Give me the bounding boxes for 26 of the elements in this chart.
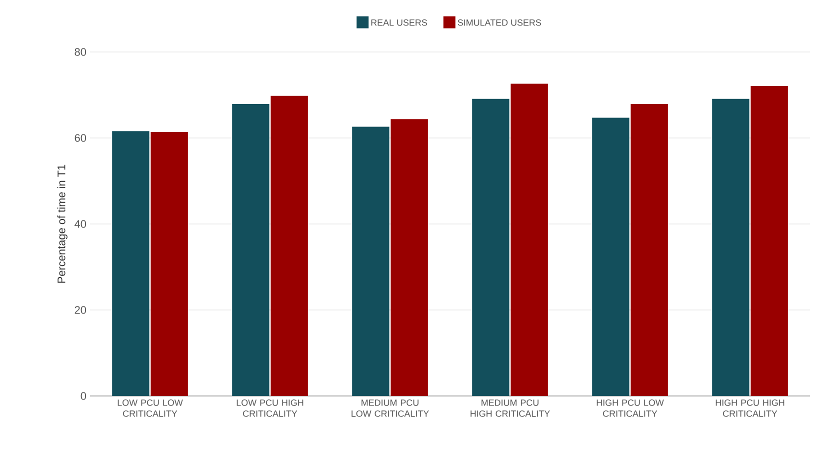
bar [750,86,788,396]
x-tick-label: MEDIUM PCU HIGH CRITICALITY [470,400,550,417]
x-tick-label: MEDIUM PCU LOW CRITICALITY [352,400,429,417]
x-tick-label: LOW PCU LOW CRITICALITY [118,400,183,417]
bar [630,104,668,396]
y-tick-label: 40 [74,220,86,228]
bar [712,98,750,396]
bar [510,84,548,396]
bar [112,131,150,396]
bar [390,119,428,396]
y-tick-label: 60 [74,134,86,142]
bar [472,98,510,396]
bar [352,126,390,396]
bar [150,132,188,396]
x-tick-label: LOW PCU HIGH CRITICALITY [236,400,304,417]
y-axis-title: Percentage of time in T1 [57,164,68,283]
legend-label: REAL USERS [371,19,427,26]
y-tick-label: 0 [80,392,86,400]
bar [592,118,630,396]
legend-label: SIMULATED USERS [458,19,542,26]
y-tick-label: 80 [74,48,86,56]
bar [270,96,308,396]
bar [232,104,270,396]
x-tick-label: HIGH PCU LOW CRITICALITY [596,400,664,417]
x-tick-label: HIGH PCU HIGH CRITICALITY [716,400,784,417]
y-tick-label: 20 [74,306,86,314]
